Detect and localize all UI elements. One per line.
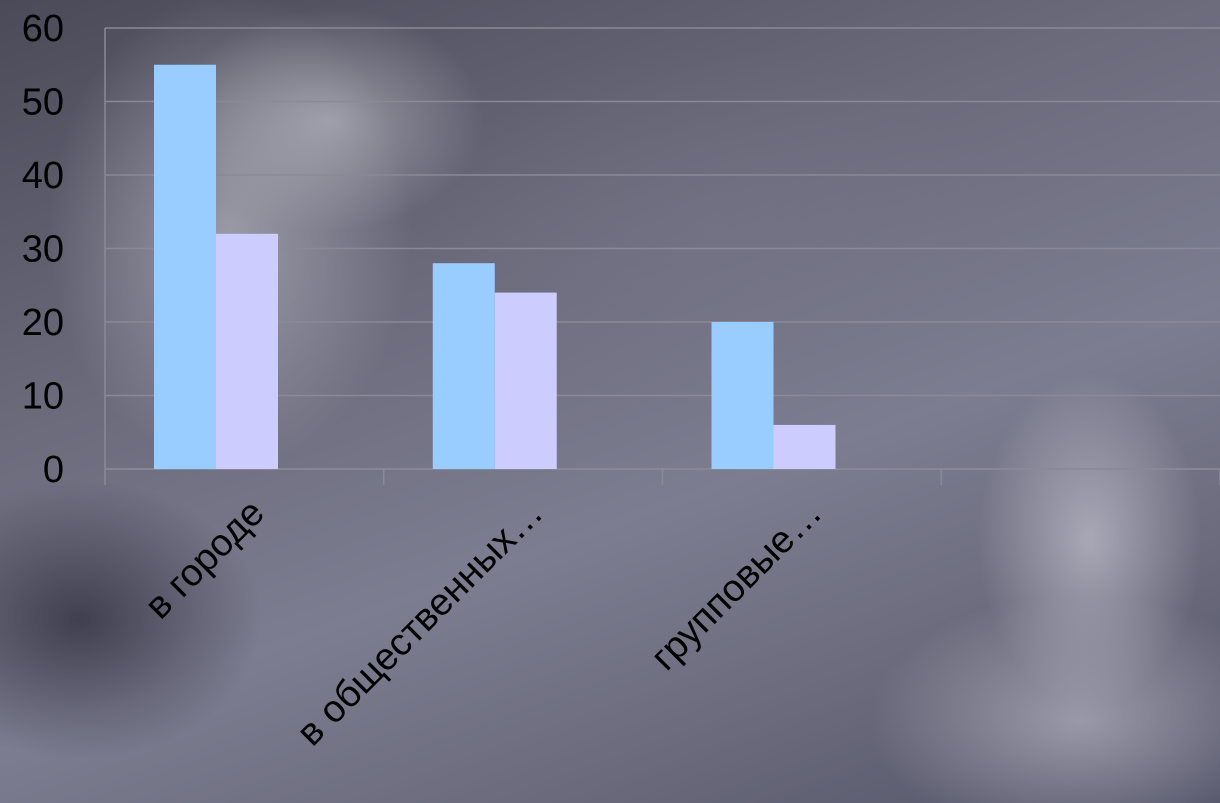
y-axis-ticks: 0 10 20 30 40 50 60	[22, 8, 64, 491]
axes	[104, 28, 1220, 485]
y-tick-label: 50	[22, 82, 64, 124]
y-tick-label: 30	[22, 229, 64, 271]
y-tick-label: 20	[22, 302, 64, 344]
x-category-label: в городе	[137, 492, 273, 628]
y-tick-label: 60	[22, 8, 64, 50]
x-axis-labels: в городе в общественных… групповые…	[137, 492, 830, 754]
x-category-label: групповые…	[643, 492, 830, 679]
y-tick-label: 10	[22, 376, 64, 418]
bar-series2-2	[494, 292, 557, 469]
y-tick-label: 40	[22, 155, 64, 197]
bar-series2-3	[773, 424, 836, 469]
y-tick-label: 0	[43, 449, 64, 491]
bar-series1-1	[154, 64, 216, 469]
bar-series2-1	[216, 233, 278, 469]
bars	[154, 64, 836, 469]
bar-series1-2	[432, 263, 495, 469]
gridlines	[105, 27, 1220, 470]
x-category-label: в общественных…	[289, 492, 551, 754]
bar-series1-3	[711, 322, 774, 469]
